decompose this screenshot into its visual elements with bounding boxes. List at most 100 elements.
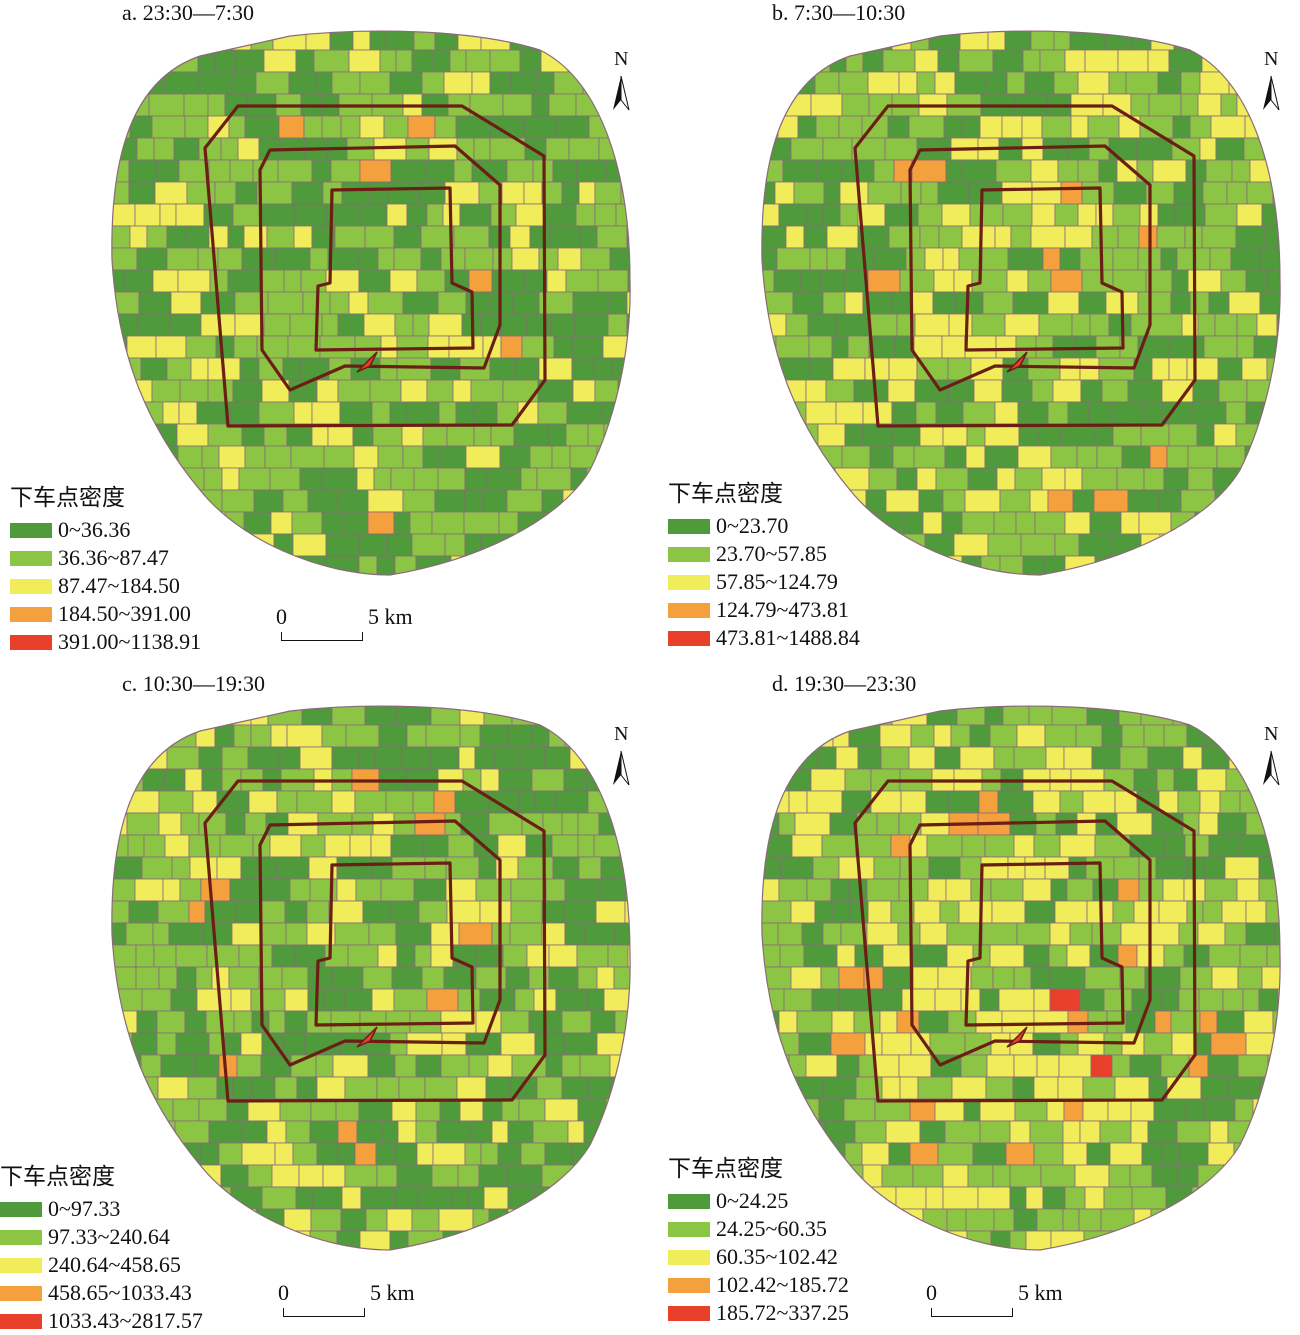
legend-swatch <box>10 578 52 594</box>
legend-label: 240.64~458.65 <box>48 1252 181 1277</box>
scale-bar: 0 5 km <box>926 1280 1076 1320</box>
legend-title: 下车点密度 <box>10 485 125 511</box>
legend-label: 185.72~337.25 <box>716 1300 849 1325</box>
legend-item: 60.35~102.42 <box>668 1243 849 1271</box>
legend-label: 0~97.33 <box>48 1196 121 1221</box>
outer-ring-road <box>853 779 1197 1103</box>
legend-item: 0~24.25 <box>668 1187 849 1215</box>
legend-items: 0~24.25 24.25~60.35 60.35~102.42 102.42~185… <box>668 1187 849 1327</box>
map-panel-b: b. 7:30—10:30 N 下车点密度 0~23.70 23.70~57.85… <box>650 0 1300 663</box>
highlight-zone <box>356 351 378 373</box>
map-panel-a: a. 23:30—7:30 N 下车点密度 0~36.36 36.36~87.47… <box>0 0 650 663</box>
highlight-zone <box>1006 351 1028 373</box>
legend-item: 87.47~184.50 <box>10 572 201 600</box>
highlight-zone <box>356 1026 378 1048</box>
scale-end: 5 km <box>368 604 413 629</box>
panel-title: c. 10:30—19:30 <box>122 671 265 696</box>
outer-ring-road <box>203 779 547 1103</box>
outer-ring-road <box>853 104 1197 428</box>
legend-swatch <box>668 1277 710 1293</box>
middle-ring-road <box>258 819 502 1067</box>
map-area <box>111 30 631 576</box>
legend-label: 60.35~102.42 <box>716 1244 838 1269</box>
legend-item: 185.72~337.25 <box>668 1299 849 1327</box>
map-panel-d: d. 19:30—23:30 N 下车点密度 0~24.25 24.25~60.3… <box>650 663 1300 1326</box>
city-boundary <box>761 705 1281 1251</box>
legend-item: 1033.43~2817.57 <box>0 1307 203 1335</box>
panel-title: d. 19:30—23:30 <box>772 671 917 696</box>
legend-swatch <box>0 1201 42 1217</box>
inner-ring-road <box>964 861 1125 1027</box>
legend-item: 391.00~1138.91 <box>10 628 201 656</box>
north-arrow-icon: N <box>1255 723 1295 793</box>
legend-item: 102.42~185.72 <box>668 1271 849 1299</box>
middle-ring-road <box>908 819 1152 1067</box>
legend-label: 458.65~1033.43 <box>48 1280 192 1305</box>
legend-item: 97.33~240.64 <box>0 1223 203 1251</box>
scale-line <box>931 1308 1013 1317</box>
panel-title: b. 7:30—10:30 <box>772 0 906 25</box>
legend-items: 0~36.36 36.36~87.47 87.47~184.50 184.50~391… <box>10 516 201 656</box>
north-arrow-icon: N <box>605 723 645 793</box>
legend: 下车点密度 0~24.25 24.25~60.35 60.35~102.42 102.… <box>668 1149 849 1327</box>
legend-swatch <box>10 634 52 650</box>
legend: 下车点密度 0~97.33 97.33~240.64 240.64~458.65 45… <box>0 1157 203 1335</box>
scale-bar: 0 5 km <box>278 1280 428 1320</box>
city-boundary <box>111 30 631 576</box>
legend-label: 0~23.70 <box>716 513 789 538</box>
legend-label: 473.81~1488.84 <box>716 625 860 650</box>
legend-item: 57.85~124.79 <box>668 568 860 596</box>
panel-title: a. 23:30—7:30 <box>122 0 254 25</box>
city-boundary <box>761 30 1281 576</box>
legend-item: 0~23.70 <box>668 512 860 540</box>
legend-swatch <box>668 1193 710 1209</box>
legend-item: 240.64~458.65 <box>0 1251 203 1279</box>
north-label: N <box>614 723 629 745</box>
legend-item: 124.79~473.81 <box>668 596 860 624</box>
legend-item: 458.65~1033.43 <box>0 1279 203 1307</box>
legend-label: 97.33~240.64 <box>48 1224 170 1249</box>
legend-item: 184.50~391.00 <box>10 600 201 628</box>
scale-line <box>281 632 363 641</box>
north-label: N <box>614 48 629 70</box>
legend-label: 184.50~391.00 <box>58 601 191 626</box>
legend-items: 0~97.33 97.33~240.64 240.64~458.65 458.65~1… <box>0 1195 203 1335</box>
scale-bar: 0 5 km <box>276 604 426 644</box>
scale-start: 0 <box>276 604 287 629</box>
legend-label: 0~24.25 <box>716 1188 789 1213</box>
legend-items: 0~23.70 23.70~57.85 57.85~124.79 124.79~473… <box>668 512 860 652</box>
zones <box>111 706 631 1251</box>
legend-item: 24.25~60.35 <box>668 1215 849 1243</box>
legend: 下车点密度 0~23.70 23.70~57.85 57.85~124.79 124.… <box>668 474 860 652</box>
legend-label: 36.36~87.47 <box>58 545 169 570</box>
north-arrow-icon: N <box>1255 48 1295 118</box>
middle-ring-road <box>908 144 1152 392</box>
legend-swatch <box>0 1257 42 1273</box>
legend-item: 0~97.33 <box>0 1195 203 1223</box>
legend-swatch <box>668 602 710 618</box>
inner-ring-road <box>314 861 475 1027</box>
legend-label: 24.25~60.35 <box>716 1216 827 1241</box>
city-boundary <box>111 705 631 1251</box>
legend-swatch <box>10 606 52 622</box>
map-area <box>111 705 631 1251</box>
highlight-zone <box>1006 1026 1028 1048</box>
legend-swatch <box>668 518 710 534</box>
legend-title: 下车点密度 <box>668 1156 783 1182</box>
scale-end: 5 km <box>370 1280 415 1305</box>
legend: 下车点密度 0~36.36 36.36~87.47 87.47~184.50 184.… <box>10 478 201 656</box>
legend-title: 下车点密度 <box>668 481 783 507</box>
legend-label: 1033.43~2817.57 <box>48 1308 203 1333</box>
legend-label: 23.70~57.85 <box>716 541 827 566</box>
legend-swatch <box>0 1285 42 1301</box>
legend-swatch <box>10 522 52 538</box>
legend-item: 36.36~87.47 <box>10 544 201 572</box>
legend-label: 0~36.36 <box>58 517 131 542</box>
legend-swatch <box>668 1221 710 1237</box>
map-area <box>761 705 1281 1251</box>
legend-swatch <box>10 550 52 566</box>
inner-ring-road <box>314 186 475 352</box>
legend-title: 下车点密度 <box>0 1164 115 1190</box>
scale-start: 0 <box>278 1280 289 1305</box>
north-label: N <box>1264 723 1279 745</box>
